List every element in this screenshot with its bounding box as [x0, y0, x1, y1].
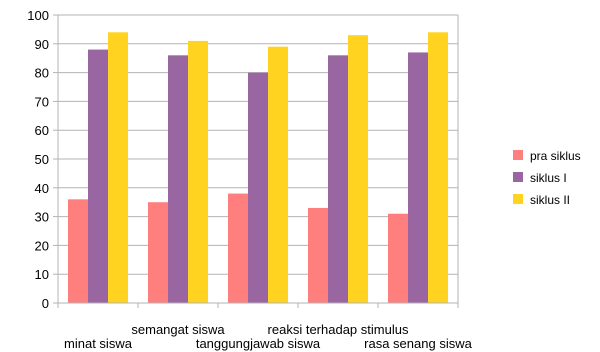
bar-pra-siklus: [388, 213, 408, 303]
y-tick-labels: 0 10 20 30 40 50 60 70 80 90 100: [27, 8, 49, 311]
legend-swatch: [513, 150, 523, 160]
legend-label: siklus II: [530, 193, 570, 207]
bar-pra-siklus: [148, 202, 168, 303]
plot-area-border: [57, 14, 459, 304]
y-tick-label: 50: [35, 152, 49, 167]
bar-siklus-ii: [188, 40, 208, 304]
x-category-label: semangat siswa: [131, 322, 225, 337]
x-category-label: tanggungjawab siswa: [196, 336, 321, 351]
bar-siklus-ii: [348, 35, 368, 303]
x-category-label: minat siswa: [64, 336, 133, 351]
legend-swatch: [513, 172, 523, 182]
y-tick-label: 70: [35, 94, 49, 109]
y-tick-label: 60: [35, 123, 49, 138]
bar-siklus-i: [248, 72, 268, 303]
bar-siklus-i: [168, 55, 188, 303]
y-tick-label: 40: [35, 181, 49, 196]
bar-pra-siklus: [308, 207, 328, 303]
y-tick-label: 0: [42, 296, 49, 311]
y-tick-label: 20: [35, 238, 49, 253]
bar-pra-siklus: [228, 193, 248, 303]
y-tick-label: 30: [35, 210, 49, 225]
x-category-label: rasa senang siswa: [364, 336, 472, 351]
bar-pra-siklus: [68, 199, 88, 303]
legend-label: siklus I: [530, 171, 567, 185]
y-tick-label: 90: [35, 37, 49, 52]
legend-label: pra siklus: [530, 149, 581, 163]
legend-swatch: [513, 194, 523, 204]
bar-siklus-i: [408, 52, 428, 303]
legend: pra siklus siklus I siklus II: [513, 149, 581, 207]
x-category-label: reaksi terhadap stimulus: [268, 322, 409, 337]
bars: [68, 32, 448, 304]
bar-siklus-ii: [108, 32, 128, 303]
bar-siklus-i: [328, 55, 348, 303]
y-tick-label: 80: [35, 66, 49, 81]
bar-siklus-ii: [428, 32, 448, 303]
bar-siklus-i: [88, 49, 108, 304]
y-tick-label: 100: [27, 8, 49, 23]
axes: [53, 14, 459, 308]
bar-siklus-ii: [268, 46, 288, 304]
y-tick-label: 10: [35, 267, 49, 282]
